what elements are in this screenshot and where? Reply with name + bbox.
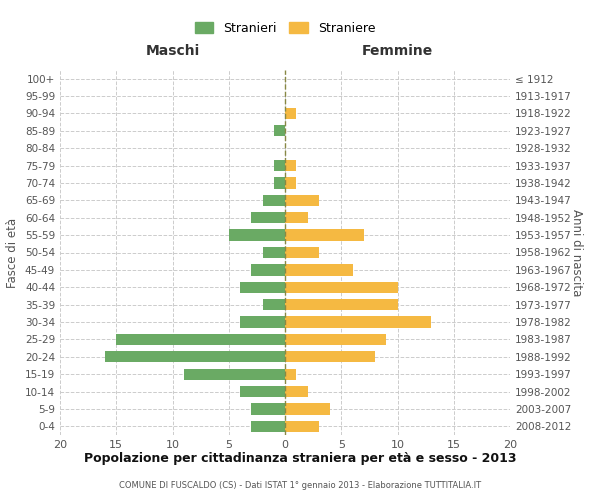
- Bar: [285, 316, 431, 328]
- Bar: [240, 386, 285, 397]
- Bar: [251, 212, 285, 224]
- Bar: [251, 420, 285, 432]
- Bar: [285, 194, 319, 206]
- Bar: [105, 351, 285, 362]
- Bar: [251, 264, 285, 276]
- Bar: [285, 334, 386, 345]
- Bar: [274, 160, 285, 171]
- Bar: [285, 108, 296, 119]
- Legend: Stranieri, Straniere: Stranieri, Straniere: [191, 18, 379, 38]
- Text: COMUNE DI FUSCALDO (CS) - Dati ISTAT 1° gennaio 2013 - Elaborazione TUTTITALIA.I: COMUNE DI FUSCALDO (CS) - Dati ISTAT 1° …: [119, 481, 481, 490]
- Y-axis label: Anni di nascita: Anni di nascita: [570, 209, 583, 296]
- Bar: [285, 264, 353, 276]
- Bar: [251, 404, 285, 414]
- Bar: [229, 230, 285, 241]
- Bar: [240, 282, 285, 293]
- Bar: [263, 247, 285, 258]
- Bar: [263, 299, 285, 310]
- Bar: [285, 299, 398, 310]
- Bar: [285, 404, 330, 414]
- Bar: [285, 368, 296, 380]
- Y-axis label: Fasce di età: Fasce di età: [7, 218, 19, 288]
- Bar: [285, 386, 308, 397]
- Bar: [285, 247, 319, 258]
- Text: Popolazione per cittadinanza straniera per età e sesso - 2013: Popolazione per cittadinanza straniera p…: [84, 452, 516, 465]
- Bar: [184, 368, 285, 380]
- Bar: [285, 212, 308, 224]
- Bar: [285, 178, 296, 188]
- Bar: [274, 125, 285, 136]
- Bar: [263, 194, 285, 206]
- Bar: [285, 282, 398, 293]
- Bar: [285, 230, 364, 241]
- Bar: [116, 334, 285, 345]
- Bar: [285, 160, 296, 171]
- Bar: [285, 420, 319, 432]
- Text: Maschi: Maschi: [145, 44, 200, 58]
- Bar: [240, 316, 285, 328]
- Bar: [274, 178, 285, 188]
- Bar: [285, 351, 375, 362]
- Text: Femmine: Femmine: [362, 44, 433, 58]
